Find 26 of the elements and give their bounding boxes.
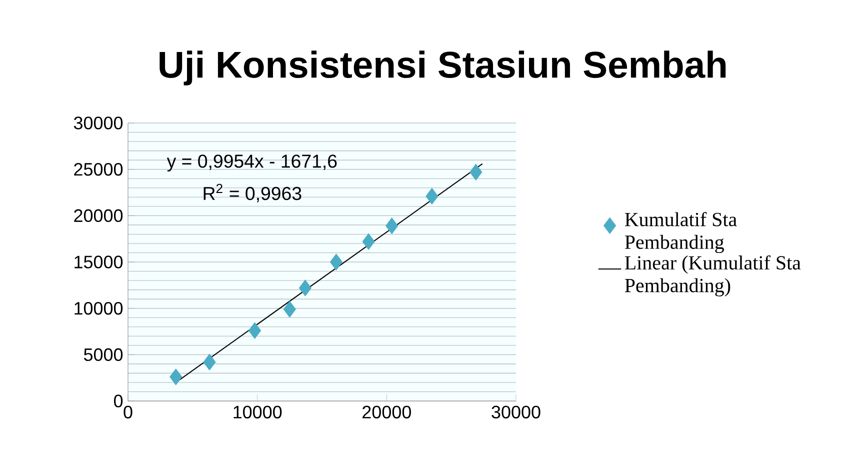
legend-label: Kumulatif Sta Pembanding — [624, 212, 737, 254]
y-tick-label: 0 — [114, 394, 123, 408]
point — [248, 322, 262, 339]
y-tick-label: 25000 — [74, 162, 123, 176]
chart-title: Uji Konsistensi Stasiun Sembah — [160, 50, 726, 86]
x-tick-label: 20000 — [362, 406, 411, 418]
annotation: R$^{2}$ = 0,9963 — [204, 184, 302, 202]
point — [298, 280, 312, 296]
x-tick-label: 0 — [124, 406, 132, 418]
y-tick-label: 20000 — [74, 209, 123, 222]
x-tick-label: 10000 — [234, 406, 282, 418]
point — [203, 354, 216, 370]
point — [283, 300, 296, 318]
legend-label: Linear (Kumulatif Sta Pembanding) — [624, 255, 801, 296]
y-tick-label: 5000 — [84, 348, 123, 362]
point — [426, 188, 438, 204]
point — [386, 218, 398, 234]
y-tick-label: 15000 — [74, 256, 123, 268]
annotation: y = 0,9954x - 1671,6 — [166, 154, 337, 172]
x-tick-label: 30000 — [492, 406, 540, 418]
y-tick-label: 30000 — [74, 116, 123, 130]
point — [330, 254, 342, 270]
point — [362, 233, 375, 250]
y-tick-label: 10000 — [74, 302, 123, 315]
point — [470, 164, 482, 180]
point — [170, 368, 182, 386]
